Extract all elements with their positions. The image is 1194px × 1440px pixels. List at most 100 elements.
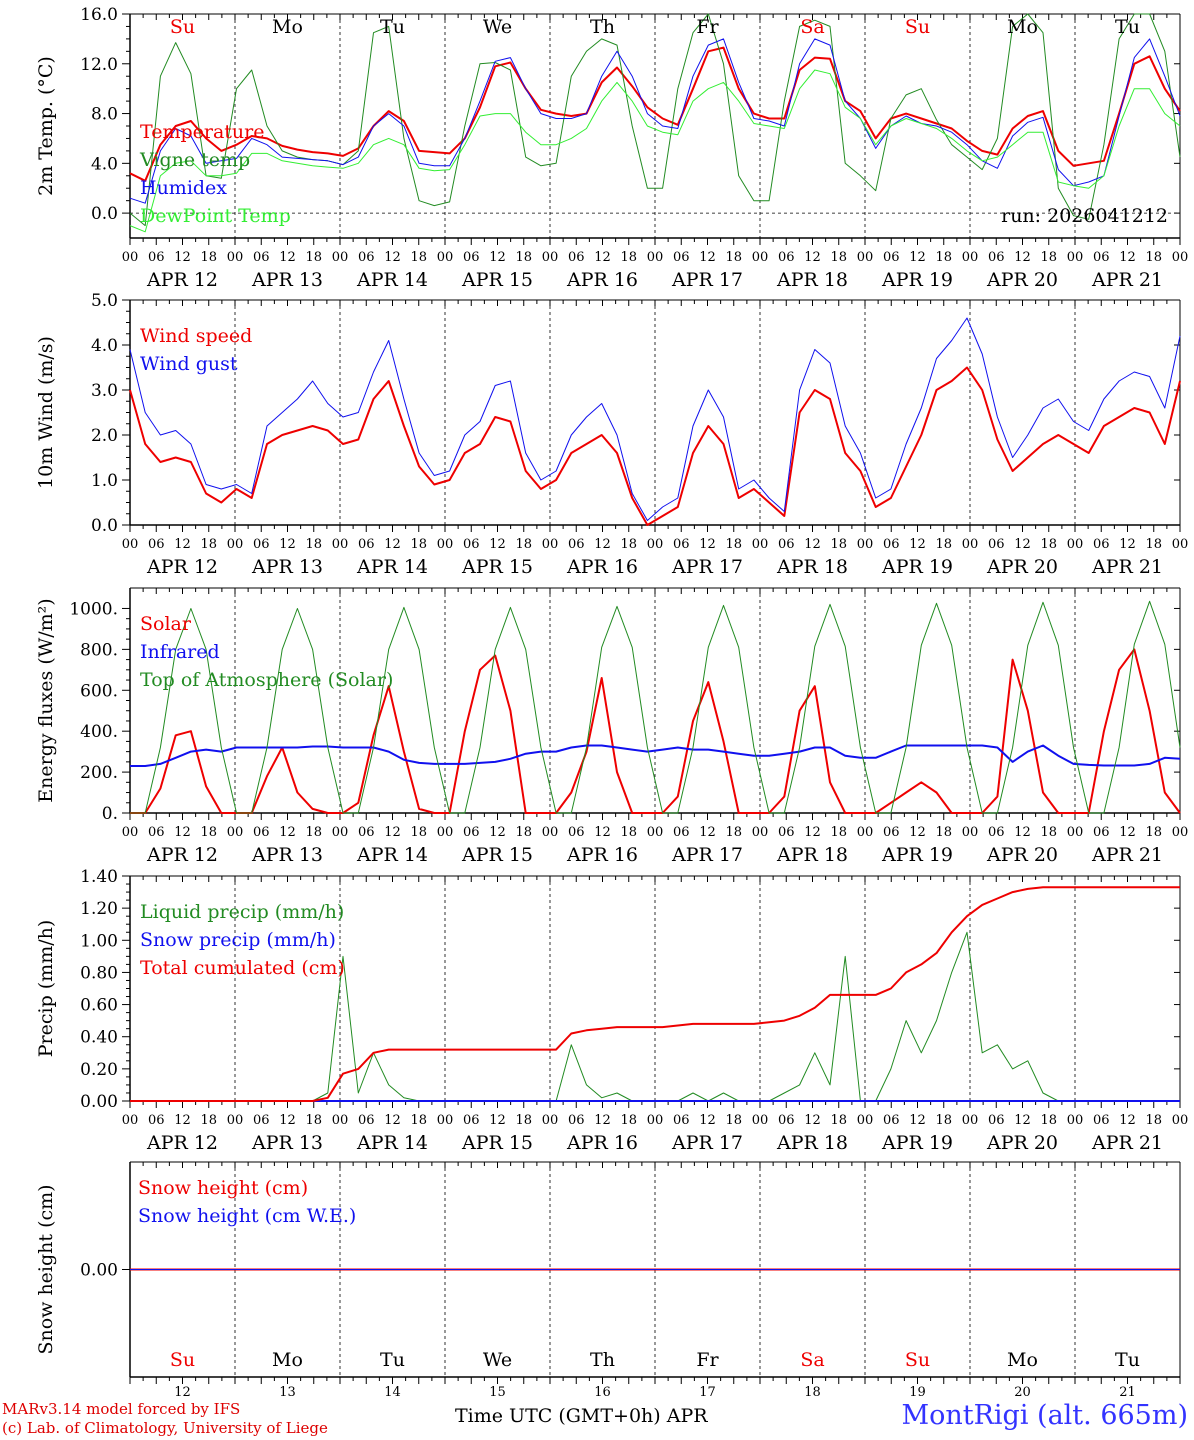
hour-tick-label: 06 — [883, 537, 900, 552]
hour-tick-label: 12 — [279, 1113, 296, 1128]
hour-tick-label: 06 — [673, 825, 690, 840]
panel-temperature: 0.0 4.0 8.0 12.0 16.0 2m Temp. (°C) Temperatur… — [35, 5, 1188, 291]
lab-credit: (c) Lab. of Climatology, University of L… — [2, 1419, 328, 1437]
weekday-label: Sa — [800, 16, 824, 38]
hour-tick-label: 18 — [200, 1113, 217, 1128]
hour-tick-label: 12 — [489, 250, 506, 265]
hour-tick-label: 18 — [200, 250, 217, 265]
hour-tick-label: 00 — [332, 825, 349, 840]
hour-tick-label: 00 — [962, 250, 979, 265]
day-label: APR 17 — [671, 269, 743, 291]
day-label: APR 12 — [146, 844, 218, 866]
day-label: APR 21 — [1091, 1132, 1163, 1154]
series-line-top-of-atmosphere-solar- — [130, 600, 1181, 814]
hour-tick-label: 00 — [647, 250, 664, 265]
weekday-label: Su — [170, 1349, 195, 1371]
day-label: APR 16 — [566, 1132, 638, 1154]
series-line-humidex — [129, 38, 1181, 204]
hour-tick-label: 06 — [673, 250, 690, 265]
station-label: MontRigi (alt. 665m) — [901, 1400, 1188, 1431]
series-line-dewpoint-temp — [129, 69, 1181, 233]
series-line-vigne-temp — [129, 13, 1181, 227]
hour-tick-label: 00 — [122, 825, 139, 840]
hour-tick-label: 12 — [1119, 825, 1136, 840]
hour-tick-label: 18 — [935, 250, 952, 265]
hour-tick-label: 18 — [1040, 250, 1057, 265]
hour-tick-label: 18 — [935, 825, 952, 840]
day-number-label: 19 — [909, 1385, 926, 1400]
hour-tick-label: 18 — [1145, 825, 1162, 840]
hour-tick-label: 06 — [778, 537, 795, 552]
y-tick-label: 4.0 — [91, 336, 118, 356]
y-tick-label: 0.0 — [91, 204, 118, 224]
hour-tick-label: 00 — [542, 250, 559, 265]
weekday-label: Tu — [1115, 16, 1140, 38]
hour-tick-label: 06 — [883, 825, 900, 840]
hour-tick-label: 00 — [857, 1113, 874, 1128]
hour-tick-label: 06 — [253, 537, 270, 552]
y-tick-label: 5.0 — [91, 291, 118, 311]
y-tick-label: 600. — [80, 681, 118, 701]
hour-tick-label: 06 — [253, 825, 270, 840]
hour-tick-label: 18 — [1040, 537, 1057, 552]
run-annotation: run: 2026041212 — [1001, 205, 1168, 227]
hour-tick-label: 06 — [358, 1113, 375, 1128]
hour-tick-label: 06 — [1093, 250, 1110, 265]
hour-tick-label: 18 — [620, 537, 637, 552]
day-label: APR 18 — [776, 844, 848, 866]
hour-tick-label: 06 — [148, 250, 165, 265]
hour-tick-label: 12 — [1119, 1113, 1136, 1128]
day-label: APR 15 — [461, 1132, 533, 1154]
legend-dewpoint-temp: DewPoint Temp — [140, 205, 291, 227]
hour-tick-label: 12 — [699, 250, 716, 265]
day-label: APR 20 — [986, 1132, 1058, 1154]
y-tick-label: 3.0 — [91, 381, 118, 401]
day-label: APR 18 — [776, 556, 848, 578]
hour-tick-label: 18 — [1040, 825, 1057, 840]
hour-tick-label: 18 — [1145, 537, 1162, 552]
hour-tick-label: 00 — [227, 1113, 244, 1128]
weekday-label: Su — [905, 1349, 930, 1371]
hour-tick-label: 00 — [647, 1113, 664, 1128]
day-number-label: 20 — [1014, 1385, 1031, 1400]
hour-tick-label: 18 — [410, 250, 427, 265]
y-tick-label: 0.20 — [80, 1060, 118, 1080]
day-label: APR 19 — [881, 1132, 953, 1154]
hour-tick-label: 00 — [857, 825, 874, 840]
hour-tick-label: 00 — [122, 250, 139, 265]
hour-tick-label: 06 — [883, 250, 900, 265]
hour-tick-label: 06 — [1093, 1113, 1110, 1128]
hour-tick-label: 12 — [909, 825, 926, 840]
series-line-total-cumulated-cm- — [130, 886, 1180, 1102]
hour-tick-label: 12 — [174, 250, 191, 265]
y-axis-label: Precip (mm/h) — [35, 920, 57, 1058]
hour-tick-label: 12 — [1014, 250, 1031, 265]
hour-tick-label: 18 — [305, 250, 322, 265]
y-tick-label: 1.40 — [80, 867, 118, 887]
hour-tick-label: 12 — [594, 250, 611, 265]
hour-tick-label: 18 — [830, 250, 847, 265]
weekday-label: Th — [590, 16, 615, 38]
y-axis-label: Snow height (cm) — [35, 1184, 57, 1354]
hour-tick-label: 00 — [122, 1113, 139, 1128]
hour-tick-label: 00 — [332, 537, 349, 552]
day-label: APR 21 — [1091, 269, 1163, 291]
hour-tick-label: 12 — [909, 1113, 926, 1128]
hour-tick-label: 06 — [988, 250, 1005, 265]
y-tick-label: 0.80 — [80, 963, 118, 983]
y-tick-label: 0. — [102, 804, 118, 824]
hour-tick-label: 00 — [647, 537, 664, 552]
day-label: APR 20 — [986, 556, 1058, 578]
day-number-label: 16 — [594, 1385, 611, 1400]
hour-tick-label: 18 — [620, 250, 637, 265]
hour-tick-label: 00 — [1172, 537, 1189, 552]
hour-tick-label: 06 — [1093, 537, 1110, 552]
day-label: APR 14 — [356, 1132, 428, 1154]
day-label: APR 21 — [1091, 556, 1163, 578]
y-tick-label: 1000. — [69, 599, 118, 619]
weekday-label: Su — [170, 16, 195, 38]
day-label: APR 12 — [146, 269, 218, 291]
hour-tick-label: 00 — [1172, 825, 1189, 840]
day-label: APR 13 — [251, 269, 323, 291]
day-label: APR 14 — [356, 269, 428, 291]
